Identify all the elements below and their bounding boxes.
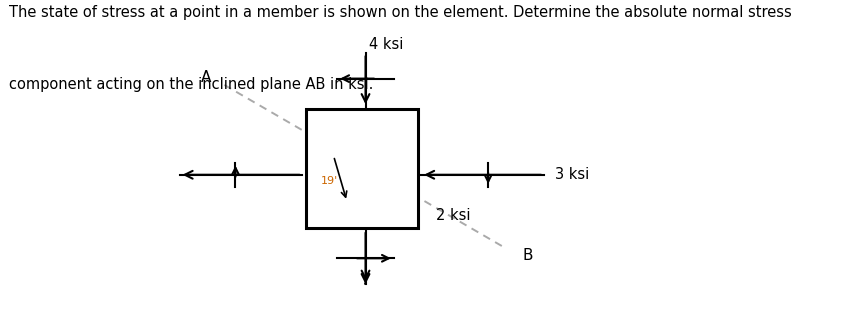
Text: A: A xyxy=(201,70,211,85)
Text: 3 ksi: 3 ksi xyxy=(555,167,589,182)
Text: component acting on the inclined plane AB in ksi.: component acting on the inclined plane A… xyxy=(9,77,373,92)
Text: The state of stress at a point in a member is shown on the element. Determine th: The state of stress at a point in a memb… xyxy=(9,4,791,19)
Text: B: B xyxy=(522,248,533,263)
Text: 4 ksi: 4 ksi xyxy=(369,37,404,52)
Text: 19': 19' xyxy=(321,176,338,186)
Bar xyxy=(306,108,418,228)
Text: 2 ksi: 2 ksi xyxy=(436,208,471,223)
